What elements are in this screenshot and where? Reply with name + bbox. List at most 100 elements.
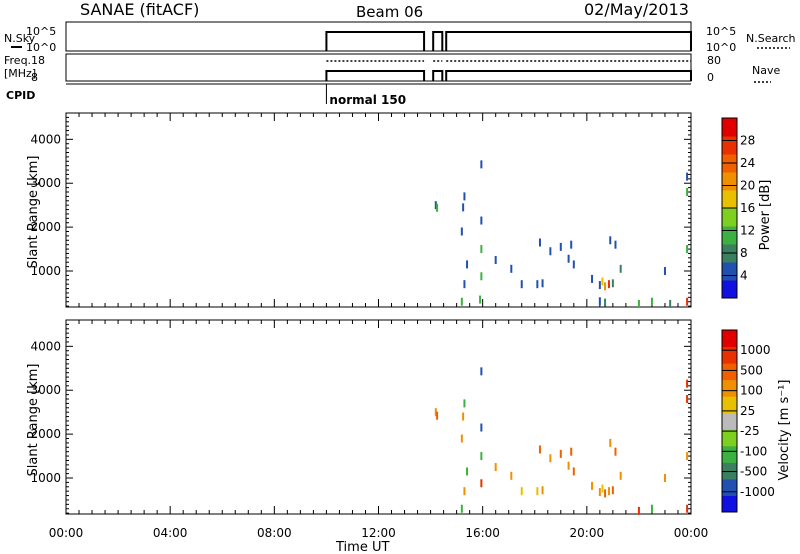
- data-point: [650, 504, 653, 513]
- data-point: [462, 412, 465, 421]
- data-point: [480, 272, 483, 281]
- velocity-colorbar: 1000 500 100 25 -25 -100 -500 -1000: [721, 329, 775, 513]
- data-point: [549, 247, 552, 256]
- data-point: [460, 297, 463, 306]
- nsky-panel: N.Sky 10^5 10^0 10^5 10^0 N.Search: [4, 21, 796, 54]
- freq-top-tick: 18: [31, 54, 45, 67]
- data-point: [510, 471, 513, 480]
- time-tick-label: 16:00: [465, 526, 500, 540]
- colorbar-tick-label: 12: [740, 224, 755, 238]
- colorbar-segment: [722, 346, 737, 364]
- colorbar-tick-label: 24: [740, 156, 755, 170]
- data-point: [480, 216, 483, 225]
- colorbar-tick-label: -500: [740, 465, 767, 479]
- beam-title: Beam 06: [356, 3, 423, 21]
- data-point: [559, 242, 562, 251]
- data-point: [463, 399, 466, 408]
- colorbar-tick-label: 20: [740, 179, 755, 193]
- data-point: [637, 506, 640, 515]
- velocity-y-axis: 1000 2000 3000 4000: [30, 323, 691, 514]
- colorbar-segment: [722, 462, 737, 480]
- data-point: [520, 487, 523, 496]
- time-tick-label: 08:00: [257, 526, 292, 540]
- data-point: [686, 379, 689, 388]
- data-point: [611, 279, 614, 288]
- data-point: [686, 395, 689, 404]
- data-point: [436, 203, 439, 212]
- colorbar-tick-label: 28: [740, 134, 755, 148]
- nave-bottom-tick: 0: [707, 71, 714, 84]
- data-point: [591, 481, 594, 490]
- nsearch-label: N.Search: [746, 32, 796, 45]
- data-point: [686, 245, 689, 254]
- data-point: [598, 297, 601, 306]
- freq-trace: [325, 60, 692, 81]
- data-point: [601, 277, 604, 286]
- data-point: [436, 411, 439, 420]
- colorbar-tick-label: 100: [740, 384, 763, 398]
- data-point: [619, 471, 622, 480]
- data-point: [460, 434, 463, 443]
- data-point: [466, 467, 469, 476]
- colorbar-tick-label: -100: [740, 444, 767, 458]
- cpid-label: CPID: [6, 89, 35, 102]
- data-point: [480, 367, 483, 376]
- data-point: [462, 203, 465, 212]
- time-tick-label: 00:00: [49, 526, 84, 540]
- data-point: [570, 447, 573, 456]
- data-point: [480, 245, 483, 254]
- colorbar-segment: [722, 190, 737, 209]
- colorbar-segment: [722, 478, 737, 496]
- y-tick-label: 1000: [30, 471, 61, 485]
- data-point: [598, 488, 601, 497]
- data-point: [601, 484, 604, 493]
- power-ylabel: Slant Range [km]: [26, 156, 41, 269]
- data-point: [686, 172, 689, 181]
- colorbar-tick-label: -1000: [740, 485, 775, 499]
- power-panel: 1000 2000 3000 4000 Slant Range [km] 4 8 12 16…: [26, 112, 773, 308]
- nsearch-bottom-tick: 10^0: [706, 41, 736, 54]
- y-tick-label: 3000: [30, 176, 61, 190]
- freq-label: Freq.: [4, 54, 31, 67]
- data-point: [480, 479, 483, 488]
- data-point: [520, 280, 523, 289]
- time-axis-labels: 00:00 04:00 08:00 12:00 16:00 20:00 00:00: [49, 526, 709, 540]
- data-point: [463, 280, 466, 289]
- colorbar-segment: [722, 495, 737, 513]
- data-point: [510, 264, 513, 273]
- data-point: [609, 438, 612, 447]
- velocity-plot-frame: [65, 319, 692, 515]
- colorbar-tick-label: 16: [740, 201, 755, 215]
- date-title: 02/May/2013: [584, 0, 689, 19]
- colorbar-segment: [722, 330, 737, 348]
- colorbar-tick-label: 8: [740, 246, 748, 260]
- y-tick-label: 2000: [30, 427, 61, 441]
- y-tick-label: 1000: [30, 264, 61, 278]
- y-tick-label: 4000: [30, 132, 61, 146]
- data-point: [541, 279, 544, 288]
- data-point: [572, 467, 575, 476]
- nsky-segment: [445, 31, 692, 51]
- power-x-ticks: [65, 113, 692, 307]
- data-point: [463, 192, 466, 201]
- y-tick-label: 4000: [30, 339, 61, 353]
- colorbar-frame: [721, 329, 738, 513]
- data-point: [479, 295, 482, 304]
- power-y-axis: 1000 2000 3000 4000: [30, 116, 691, 307]
- time-tick-label: 12:00: [361, 526, 396, 540]
- data-point: [686, 297, 689, 306]
- y-tick-label: 3000: [30, 383, 61, 397]
- data-point: [460, 504, 463, 513]
- data-point: [480, 452, 483, 461]
- colorbar-segment: [722, 445, 737, 463]
- data-point: [434, 408, 437, 417]
- power-plot-frame: [65, 112, 692, 308]
- power-data-points: [434, 160, 689, 308]
- nsky-top-tick: 10^5: [26, 25, 56, 38]
- data-point: [614, 447, 617, 456]
- data-point: [604, 298, 607, 307]
- data-point: [494, 256, 497, 265]
- colorbar-segment: [722, 363, 737, 381]
- data-point: [611, 486, 614, 495]
- data-point: [536, 487, 539, 496]
